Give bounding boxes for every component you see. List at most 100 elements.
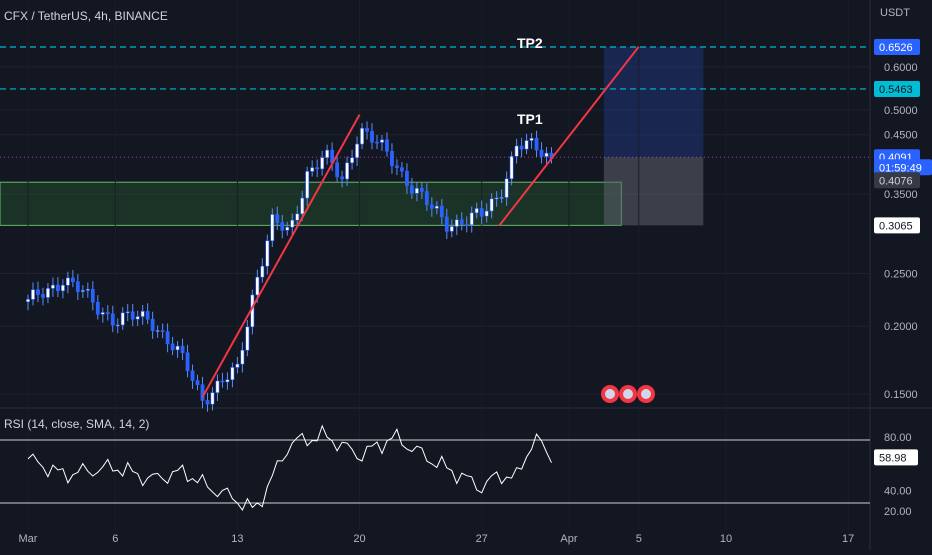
candle[interactable] [409,177,414,199]
candle[interactable] [534,130,539,157]
candle[interactable] [295,205,300,227]
candle[interactable] [424,183,429,211]
trend-line-1[interactable] [201,114,361,398]
candle[interactable] [385,132,389,157]
candle[interactable] [504,171,509,206]
candle[interactable] [355,136,359,166]
candle[interactable] [459,212,464,231]
candle[interactable] [160,323,165,339]
candle[interactable] [265,234,270,275]
candle[interactable] [280,214,285,239]
candle[interactable] [120,307,125,330]
candle[interactable] [310,160,315,177]
candle[interactable] [275,206,280,231]
candle[interactable] [474,202,479,219]
candle[interactable] [100,307,105,323]
candle[interactable] [335,154,340,182]
candle[interactable] [90,281,95,311]
target-zone[interactable] [603,46,704,158]
candle[interactable] [449,219,454,238]
candle[interactable] [205,392,210,412]
candle[interactable] [95,295,100,320]
candle[interactable] [105,305,110,321]
candle[interactable] [514,138,519,164]
event-markers[interactable] [601,385,655,403]
candle[interactable] [270,208,275,248]
candle[interactable] [70,269,75,288]
candle[interactable] [340,170,345,188]
candle[interactable] [41,287,45,306]
candle[interactable] [185,344,190,378]
candle[interactable] [235,356,240,374]
candle[interactable] [454,214,459,235]
candle[interactable] [285,221,290,236]
candle[interactable] [240,342,245,373]
trend-line-2[interactable] [498,46,640,227]
candle[interactable] [524,133,529,155]
candle[interactable] [210,386,215,411]
candle[interactable] [225,372,230,390]
candle[interactable] [290,213,295,236]
candle[interactable] [65,271,70,294]
candle[interactable] [360,123,364,150]
candle[interactable] [195,374,200,391]
stop-zone[interactable] [603,157,704,226]
candle[interactable] [175,341,180,358]
candle[interactable] [405,163,409,195]
candle[interactable] [419,181,424,199]
candle[interactable] [115,318,120,334]
candle[interactable] [345,156,349,187]
candle[interactable] [190,364,195,389]
candle[interactable] [380,134,384,151]
candle[interactable] [315,159,320,178]
candle[interactable] [375,135,379,150]
candle[interactable] [110,305,115,333]
candle[interactable] [429,197,434,217]
candle[interactable] [484,203,489,223]
candle[interactable] [499,189,504,203]
candle[interactable] [414,182,419,202]
candle[interactable] [215,374,220,402]
candle[interactable] [165,323,170,353]
candle[interactable] [305,166,310,207]
candle[interactable] [260,258,265,283]
candle[interactable] [494,191,499,207]
candle[interactable] [145,303,150,325]
candle[interactable] [350,149,354,170]
candle[interactable] [130,303,135,327]
candle[interactable] [170,336,175,356]
candle[interactable] [26,294,30,311]
candle[interactable] [60,279,65,299]
candle[interactable] [325,144,330,165]
candle[interactable] [489,193,494,219]
candle[interactable] [444,208,449,240]
candle[interactable] [370,123,374,150]
candle[interactable] [434,201,439,215]
candle[interactable] [135,310,140,327]
candle[interactable] [539,142,544,164]
candle[interactable] [80,285,85,298]
candle[interactable] [400,162,404,178]
candle[interactable] [245,320,250,357]
candle[interactable] [125,303,130,322]
candle[interactable] [464,216,469,233]
candle[interactable] [320,150,325,176]
candle[interactable] [36,281,40,303]
candle[interactable] [220,372,225,388]
candle[interactable] [469,206,474,233]
candle[interactable] [180,338,185,361]
candle[interactable] [439,199,444,225]
candle[interactable] [56,277,60,298]
candle[interactable] [509,151,514,186]
candle[interactable] [155,325,160,338]
candle[interactable] [395,159,399,176]
candle[interactable] [544,146,549,165]
candle[interactable] [390,143,394,174]
support-zone[interactable] [0,181,622,226]
candle[interactable] [150,311,155,339]
candle[interactable] [75,274,80,300]
candle[interactable] [85,282,90,298]
candle[interactable] [230,362,235,388]
